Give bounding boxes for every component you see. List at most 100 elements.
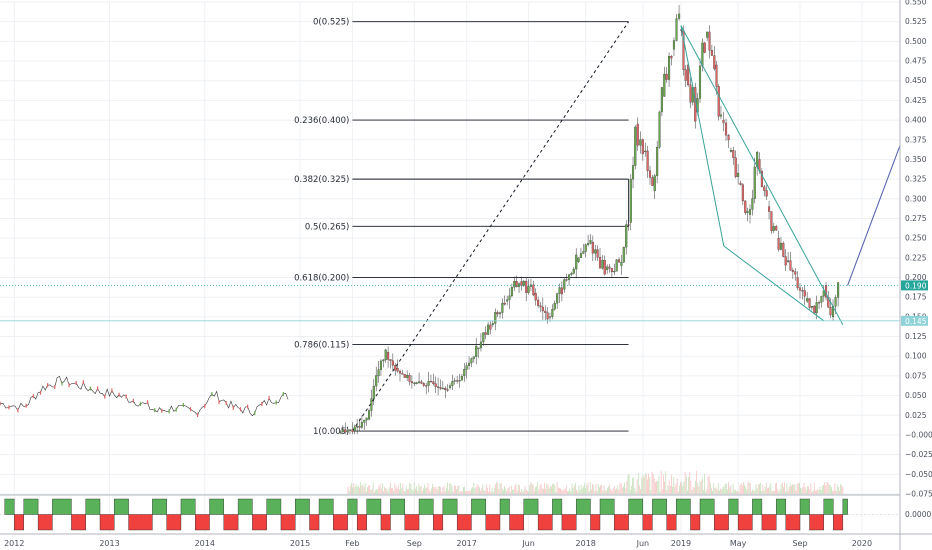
volume-bar [832, 491, 833, 494]
candle-body [434, 383, 437, 387]
descending-channel [680, 25, 844, 325]
volume-bar [807, 486, 808, 494]
early-candle [254, 411, 256, 416]
volume-bar [386, 488, 388, 494]
volume-bar [553, 483, 555, 494]
volume-bar [409, 482, 411, 494]
volume-bar [466, 491, 468, 494]
early-candle [47, 383, 49, 388]
volume-bar [367, 487, 368, 494]
osc-band-up [775, 498, 786, 515]
candle-body [727, 134, 730, 141]
candle-body [527, 286, 530, 293]
volume-bar [623, 486, 624, 494]
fib-level-label: 1(0.005) [313, 427, 349, 437]
channel-upper-line [680, 25, 844, 325]
early-candle [61, 381, 63, 386]
volume-bar [739, 485, 741, 494]
candle-body [394, 365, 397, 371]
candle-body [408, 375, 411, 382]
volume-bar [725, 483, 727, 494]
volume-bar [663, 474, 664, 494]
volume-bar [770, 482, 772, 494]
volume-bar [785, 491, 787, 494]
volume-bar [458, 485, 460, 494]
fib-level-label: 0.5(0.265) [305, 222, 349, 232]
volume-bar [724, 483, 726, 494]
volume-bar [429, 491, 431, 494]
volume-bar [716, 489, 718, 494]
candle-body [772, 226, 775, 231]
osc-band-down [309, 514, 320, 531]
volume-bar [611, 490, 613, 494]
candle-body [563, 279, 566, 290]
candle-body [413, 382, 416, 384]
y-tick-label: 0.275 [905, 214, 927, 223]
candle-body [348, 429, 352, 432]
volume-bar [361, 485, 363, 494]
volume-bar [432, 483, 433, 494]
candle-body [544, 310, 547, 313]
volume-bar [738, 491, 740, 494]
volume-bar [515, 483, 517, 494]
osc-band-down [714, 514, 729, 531]
volume-bar [627, 474, 629, 494]
volume-bar [560, 488, 561, 494]
early-candle [175, 407, 177, 412]
candle-body [820, 295, 823, 303]
volume-bar [631, 485, 632, 494]
early-candle [68, 383, 70, 388]
volume-bar [425, 487, 427, 494]
volume-bar [757, 484, 759, 494]
early-candle [168, 409, 170, 414]
price-axis[interactable]: 0.550 0.525 0.500 0.475 0.450 0.425 0.400 0.375… [899, 0, 932, 550]
volume-bar [580, 484, 582, 494]
candle-body [822, 290, 825, 297]
candle-body [808, 298, 811, 308]
volume-bar [531, 483, 533, 494]
volume-bar [831, 487, 832, 494]
y-tick-label: 0.100 [905, 352, 927, 361]
volume-bar [604, 489, 606, 494]
y-tick-label: 0.200 [905, 273, 927, 282]
volume-bar [610, 489, 612, 494]
volume-bar [539, 485, 541, 494]
volume-bar [352, 487, 353, 494]
time-axis[interactable]: 2012 2013 2014 2015 Feb Sep 2017 Jun 2018 Jun 2019… [0, 533, 932, 548]
volume-bar [717, 483, 719, 494]
volume-bar [393, 490, 395, 494]
volume-bar [811, 491, 813, 494]
volume-bar [801, 488, 803, 494]
volume-bar [769, 486, 771, 494]
early-line [0, 375, 289, 417]
volume-bar [552, 483, 553, 494]
volume-bar [592, 484, 593, 494]
candle-body [579, 253, 583, 258]
volume-bar [779, 489, 781, 494]
candle-body [722, 119, 725, 124]
candle-body [729, 150, 733, 152]
volume-bar [788, 486, 790, 494]
volume-bar [802, 486, 804, 494]
volume-bar [527, 491, 528, 494]
volume-bar [456, 489, 457, 494]
volume-bar [626, 480, 628, 494]
volume-bar [625, 488, 627, 494]
candle-body [425, 385, 428, 387]
volume-bar [763, 490, 765, 494]
volume-bar [377, 488, 379, 494]
early-candle [211, 392, 213, 397]
fib-level-label: 0.236(0.400) [294, 116, 349, 126]
volume-bar [780, 483, 782, 494]
volume-bar [451, 486, 453, 494]
candle-body [708, 31, 711, 51]
volume-bar [684, 471, 686, 494]
candle-body [439, 387, 442, 389]
volume-bar [457, 486, 459, 494]
volume-bar [744, 484, 745, 494]
early-candle [25, 403, 27, 408]
candle-body [710, 50, 713, 56]
volume-bar [461, 491, 463, 494]
volume-bar [473, 483, 475, 494]
